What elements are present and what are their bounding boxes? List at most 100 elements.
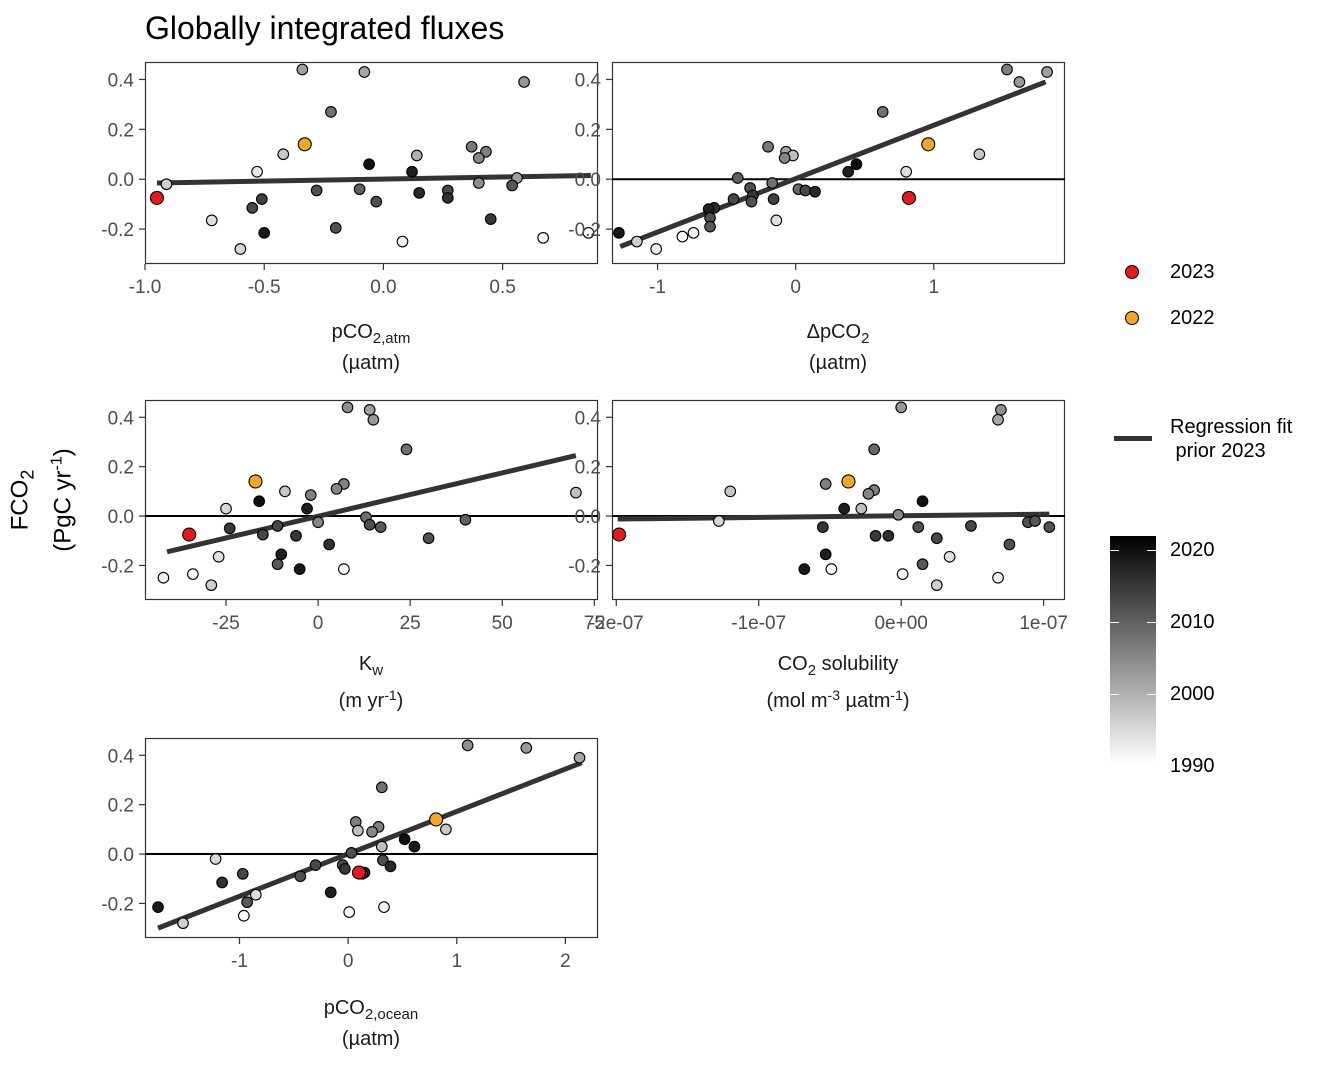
point-2023	[182, 527, 197, 542]
data-point	[279, 485, 291, 498]
data-point	[1041, 66, 1053, 78]
data-point	[301, 502, 313, 515]
data-point	[876, 106, 889, 118]
x-tick-label: -1	[649, 277, 666, 298]
data-point	[241, 896, 253, 909]
colorbar-tick-2010	[1110, 622, 1119, 623]
legend-fit-line	[1114, 436, 1152, 441]
data-point	[727, 193, 740, 206]
colorbar-tick-2020-r	[1147, 550, 1156, 551]
data-point	[809, 185, 821, 198]
panel-delta-pco2: 0.4 0.2 0.0 -0.2 -1 0 1	[568, 61, 1066, 298]
data-point	[294, 870, 307, 883]
data-point	[304, 489, 317, 501]
data-point	[422, 532, 435, 545]
x-tick-label: 2	[560, 951, 571, 972]
data-point	[896, 568, 909, 580]
data-point	[375, 840, 388, 853]
point-2022	[429, 812, 444, 827]
y-tick-label: 0.0	[108, 170, 134, 191]
data-point	[187, 568, 199, 580]
y-tick-label: 0.0	[575, 170, 601, 191]
data-point	[842, 165, 855, 178]
y-tick-label: 0.0	[108, 845, 134, 866]
data-point	[912, 521, 925, 534]
data-point	[177, 917, 189, 930]
data-point	[400, 443, 413, 456]
data-point	[850, 158, 863, 171]
y-tick-label: 0.2	[575, 458, 601, 479]
legend-2023-dot	[1125, 265, 1139, 279]
data-point	[704, 220, 716, 233]
x-tick-label: 0	[790, 277, 801, 298]
data-point	[353, 183, 366, 196]
x-tick-label: 1	[929, 277, 940, 298]
data-point	[152, 901, 164, 913]
x-label-kw: Kw (m yr-1)	[338, 653, 404, 712]
x-tick-label: 1e-07	[1019, 613, 1068, 634]
y-tick-label: -0.2	[568, 556, 601, 577]
data-point	[255, 193, 268, 206]
data-point	[441, 192, 454, 204]
data-point	[323, 538, 335, 551]
x-tick-label: 1	[451, 951, 462, 972]
legend-2023-label: 2023	[1170, 261, 1215, 283]
y-tick-label: 0.0	[108, 507, 134, 528]
data-point	[862, 487, 875, 500]
data-point	[762, 140, 774, 153]
data-point	[930, 579, 943, 592]
data-point	[778, 152, 791, 164]
point-2022	[297, 137, 312, 152]
data-point	[582, 226, 595, 239]
data-point	[216, 876, 228, 889]
data-point	[1029, 515, 1041, 527]
data-point	[378, 901, 390, 913]
data-point	[965, 520, 977, 532]
regression-fit-line	[157, 760, 583, 931]
data-point	[916, 558, 929, 571]
data-point	[819, 478, 832, 490]
data-point	[1043, 521, 1056, 534]
data-point	[375, 781, 388, 794]
data-point	[992, 413, 1004, 426]
data-point	[329, 221, 342, 234]
data-point	[223, 522, 236, 535]
data-point	[819, 548, 832, 561]
data-point	[1001, 63, 1013, 76]
y-label-main: FCO	[6, 479, 34, 531]
data-point	[518, 76, 530, 88]
data-point	[916, 495, 929, 508]
colorbar-label-2010: 2010	[1170, 611, 1215, 633]
data-point	[882, 529, 895, 542]
data-point	[352, 824, 364, 837]
data-point	[358, 66, 371, 78]
data-point	[338, 563, 350, 575]
data-point	[396, 235, 409, 248]
y-label-unit-b: )	[49, 448, 77, 457]
data-point	[271, 558, 284, 571]
x-label-delta-pco2: ΔpCO2 (µatm)	[806, 321, 870, 374]
x-tick-label: 50	[492, 613, 513, 634]
data-point	[312, 516, 324, 529]
y-label-unit-sup: -1	[48, 456, 66, 471]
legend-fit-label: Regression fit prior 2023	[1170, 416, 1293, 462]
data-point	[251, 165, 263, 178]
data-point	[459, 513, 472, 526]
data-point	[345, 846, 358, 859]
data-point	[745, 195, 758, 208]
point-2023	[149, 190, 164, 205]
data-point	[309, 859, 322, 872]
x-label-pco2-atm: pCO2,atm (µatm)	[331, 321, 411, 374]
data-point	[770, 214, 783, 227]
data-point	[293, 563, 306, 575]
x-tick-label: -25	[212, 613, 239, 634]
x-label-co2-solubility: CO2 solubility (mol m-3 µatm-1)	[766, 653, 910, 712]
y-label-sub: 2	[17, 469, 38, 480]
panel-frame	[144, 399, 599, 601]
data-point	[246, 202, 259, 214]
x-tick-label: 25	[400, 613, 421, 634]
y-tick-label: 0.4	[575, 408, 602, 429]
data-point	[712, 515, 725, 527]
data-point	[892, 508, 905, 521]
data-point	[520, 742, 533, 754]
